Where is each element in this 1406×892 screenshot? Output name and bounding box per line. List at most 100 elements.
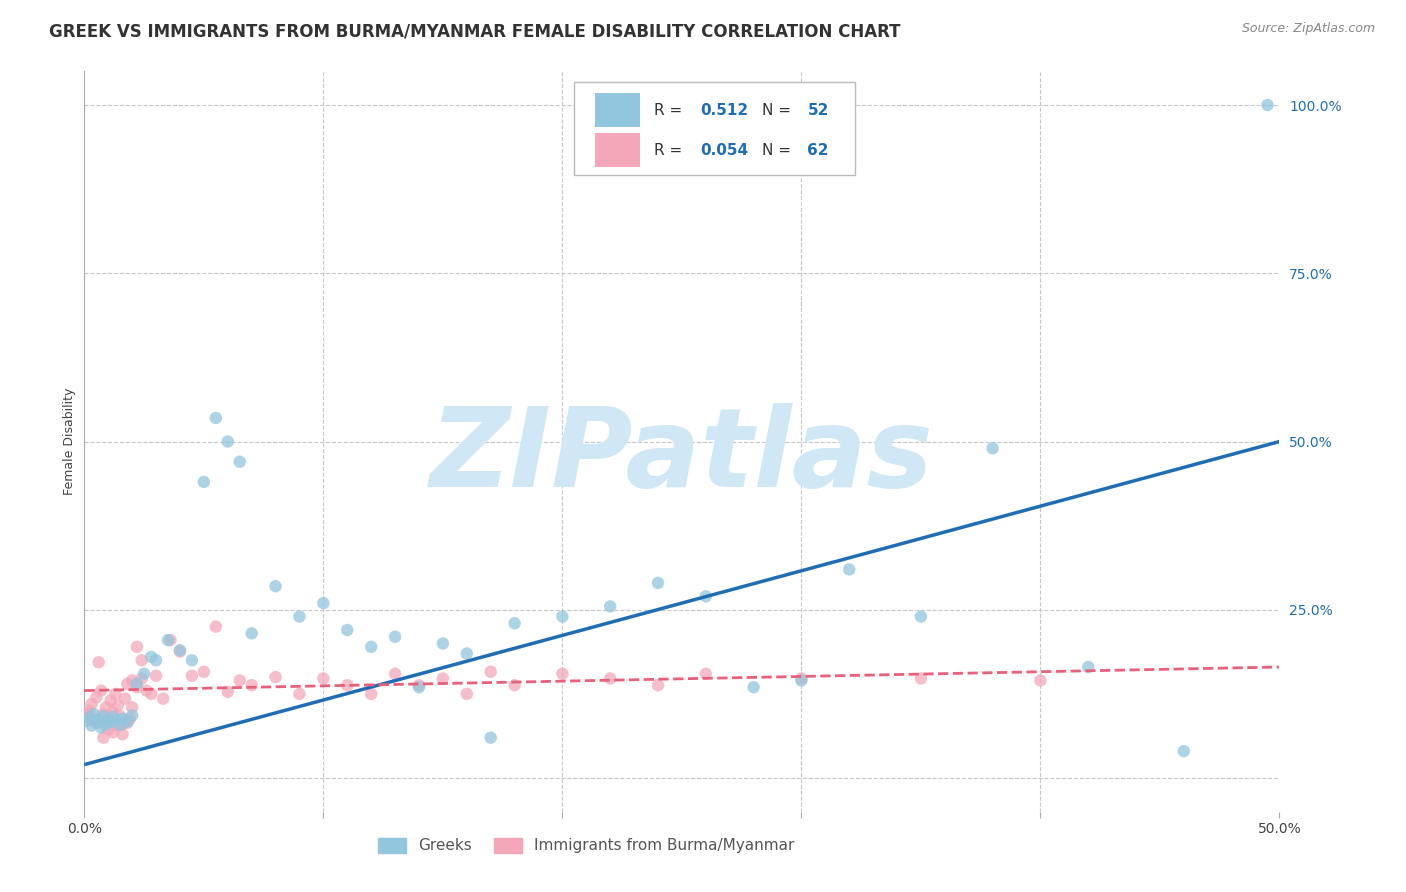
Immigrants from Burma/Myanmar <box>336 678 359 692</box>
Greeks <box>83 707 105 722</box>
Greeks <box>87 712 110 726</box>
Immigrants from Burma/Myanmar <box>217 685 239 699</box>
Greeks <box>94 717 117 731</box>
Greeks <box>647 575 669 590</box>
Immigrants from Burma/Myanmar <box>432 672 454 686</box>
Greeks <box>910 609 932 624</box>
Immigrants from Burma/Myanmar <box>100 694 122 708</box>
Immigrants from Burma/Myanmar <box>408 678 430 692</box>
Text: 52: 52 <box>807 103 828 118</box>
Immigrants from Burma/Myanmar <box>181 669 204 683</box>
Greeks <box>141 649 163 664</box>
Greeks <box>503 616 526 631</box>
Greeks <box>100 715 122 730</box>
Greeks <box>695 590 717 604</box>
Immigrants from Burma/Myanmar <box>125 640 148 654</box>
Immigrants from Burma/Myanmar <box>114 691 136 706</box>
Immigrants from Burma/Myanmar <box>647 678 669 692</box>
Greeks <box>264 579 287 593</box>
Greeks <box>76 714 98 728</box>
Immigrants from Burma/Myanmar <box>131 672 153 686</box>
FancyBboxPatch shape <box>595 94 640 127</box>
Greeks <box>360 640 382 654</box>
Immigrants from Burma/Myanmar <box>1029 673 1052 688</box>
Immigrants from Burma/Myanmar <box>193 665 215 679</box>
Immigrants from Burma/Myanmar <box>695 666 717 681</box>
Text: R =: R = <box>654 103 688 118</box>
Immigrants from Burma/Myanmar <box>104 687 127 701</box>
Greeks <box>229 455 252 469</box>
Immigrants from Burma/Myanmar <box>93 707 115 722</box>
Immigrants from Burma/Myanmar <box>159 633 181 648</box>
Greeks <box>408 680 430 694</box>
Text: 0.512: 0.512 <box>700 103 748 118</box>
Greeks <box>551 609 574 624</box>
Immigrants from Burma/Myanmar <box>360 687 382 701</box>
Immigrants from Burma/Myanmar <box>111 727 134 741</box>
Text: N =: N = <box>762 143 796 158</box>
Immigrants from Burma/Myanmar <box>240 678 263 692</box>
Greeks <box>1077 660 1099 674</box>
Immigrants from Burma/Myanmar <box>101 725 124 739</box>
Greeks <box>117 714 139 729</box>
Greeks <box>125 677 148 691</box>
Text: ZIPatlas: ZIPatlas <box>430 403 934 510</box>
Greeks <box>479 731 502 745</box>
Greeks <box>111 712 134 726</box>
Greeks <box>790 673 813 688</box>
Immigrants from Burma/Myanmar <box>76 707 98 722</box>
Greeks <box>121 708 143 723</box>
Greeks <box>1173 744 1195 758</box>
Immigrants from Burma/Myanmar <box>80 697 103 711</box>
Greeks <box>336 623 359 637</box>
Greeks <box>157 633 180 648</box>
Greeks <box>80 718 103 732</box>
Text: Source: ZipAtlas.com: Source: ZipAtlas.com <box>1241 22 1375 36</box>
Greeks <box>193 475 215 489</box>
Greeks <box>240 626 263 640</box>
Greeks <box>456 647 478 661</box>
Immigrants from Burma/Myanmar <box>93 731 115 745</box>
Text: 0.054: 0.054 <box>700 143 748 158</box>
Greeks <box>981 442 1004 456</box>
Y-axis label: Female Disability: Female Disability <box>63 388 76 495</box>
Immigrants from Burma/Myanmar <box>90 683 112 698</box>
Greeks <box>101 710 124 724</box>
Immigrants from Burma/Myanmar <box>107 698 129 713</box>
Greeks <box>145 653 167 667</box>
Immigrants from Burma/Myanmar <box>117 715 139 730</box>
Immigrants from Burma/Myanmar <box>131 653 153 667</box>
Immigrants from Burma/Myanmar <box>97 712 120 726</box>
Greeks <box>90 721 112 735</box>
Immigrants from Burma/Myanmar <box>97 723 120 737</box>
FancyBboxPatch shape <box>595 134 640 167</box>
Immigrants from Burma/Myanmar <box>87 715 110 730</box>
Immigrants from Burma/Myanmar <box>264 670 287 684</box>
Greeks <box>110 718 132 732</box>
Greeks <box>205 411 228 425</box>
Greeks <box>288 609 311 624</box>
Greeks <box>384 630 406 644</box>
Immigrants from Burma/Myanmar <box>83 712 105 726</box>
Immigrants from Burma/Myanmar <box>101 705 124 719</box>
Immigrants from Burma/Myanmar <box>456 687 478 701</box>
Immigrants from Burma/Myanmar <box>169 644 191 658</box>
Greeks <box>432 636 454 650</box>
Text: N =: N = <box>762 103 796 118</box>
Greeks <box>97 713 120 727</box>
Immigrants from Burma/Myanmar <box>94 700 117 714</box>
Greeks <box>742 680 765 694</box>
Immigrants from Burma/Myanmar <box>117 677 139 691</box>
Immigrants from Burma/Myanmar <box>152 691 174 706</box>
Immigrants from Burma/Myanmar <box>86 690 108 705</box>
Immigrants from Burma/Myanmar <box>503 678 526 692</box>
Greeks <box>838 562 860 576</box>
Greeks <box>1257 98 1279 112</box>
Immigrants from Burma/Myanmar <box>479 665 502 679</box>
Immigrants from Burma/Myanmar <box>145 669 167 683</box>
Greeks <box>169 643 191 657</box>
Immigrants from Burma/Myanmar <box>77 704 100 718</box>
Immigrants from Burma/Myanmar <box>107 718 129 732</box>
Immigrants from Burma/Myanmar <box>111 717 134 731</box>
Greeks <box>312 596 335 610</box>
